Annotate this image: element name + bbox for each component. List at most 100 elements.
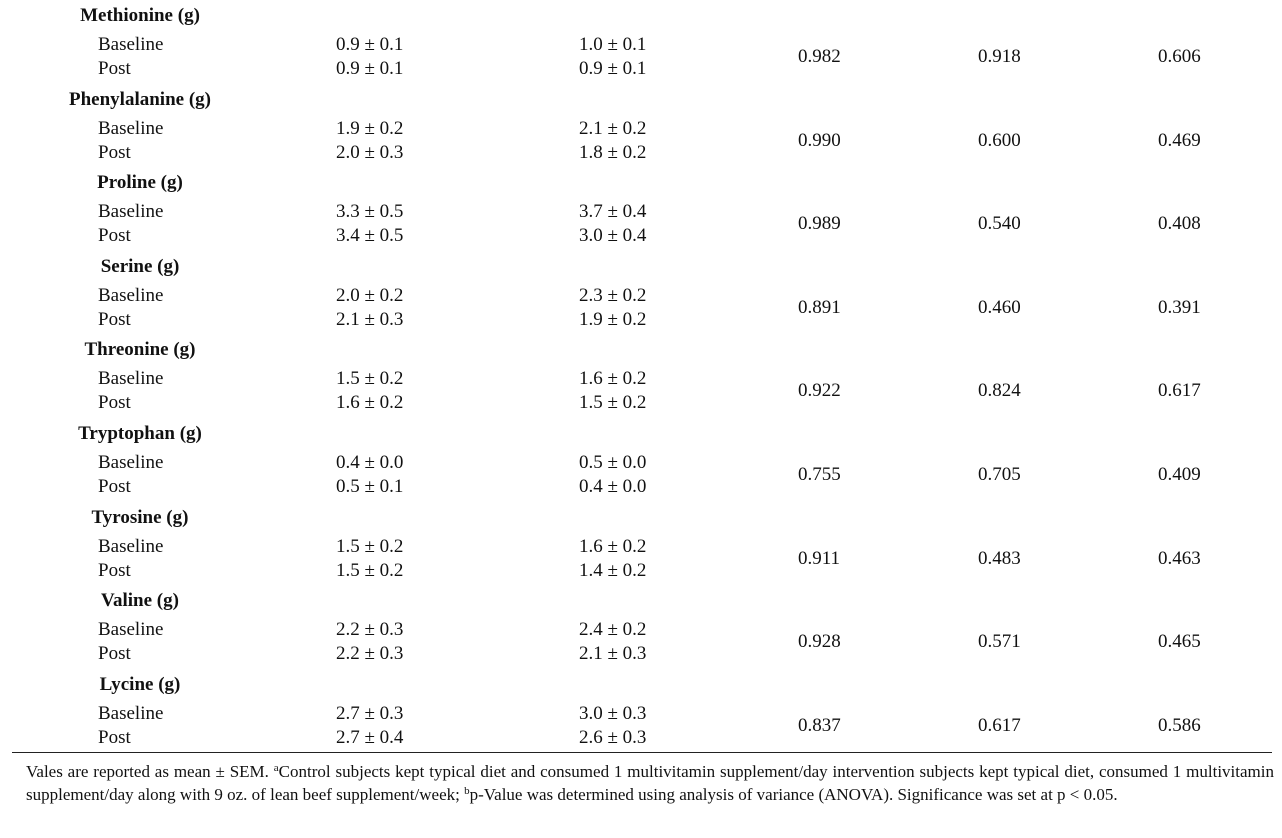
baseline-label: Baseline [98, 536, 164, 557]
control-baseline-value: 2.0 ± 0.2 [336, 285, 404, 306]
post-label: Post [98, 58, 131, 79]
p-value-1: 0.922 [798, 380, 841, 401]
intervention-baseline-value: 0.5 ± 0.0 [579, 452, 647, 473]
baseline-label: Baseline [98, 619, 164, 640]
control-baseline-value: 0.4 ± 0.0 [336, 452, 404, 473]
post-label: Post [98, 643, 131, 664]
p-value-1: 0.837 [798, 715, 841, 736]
intervention-baseline-value: 1.6 ± 0.2 [579, 536, 647, 557]
intervention-post-value: 0.9 ± 0.1 [579, 58, 647, 79]
amino-acid-name: Tyrosine (g) [91, 507, 189, 528]
baseline-label: Baseline [98, 34, 164, 55]
intervention-post-value: 1.8 ± 0.2 [579, 142, 647, 163]
baseline-label: Baseline [98, 118, 164, 139]
p-value-1: 0.911 [798, 548, 841, 569]
baseline-label: Baseline [98, 201, 164, 222]
intervention-baseline-value: 2.4 ± 0.2 [579, 619, 647, 640]
p-value-1: 0.928 [798, 631, 841, 652]
intervention-post-value: 1.4 ± 0.2 [579, 560, 647, 581]
p-value-1: 0.990 [798, 130, 841, 151]
intervention-post-value: 2.6 ± 0.3 [579, 727, 647, 748]
intervention-post-value: 3.0 ± 0.4 [579, 225, 647, 246]
post-label: Post [98, 727, 131, 748]
baseline-label: Baseline [98, 703, 164, 724]
p-value-3: 0.408 [1158, 213, 1201, 234]
p-value-1: 0.755 [798, 464, 841, 485]
control-baseline-value: 2.2 ± 0.3 [336, 619, 404, 640]
amino-acid-name: Tryptophan (g) [78, 423, 202, 444]
control-post-value: 2.7 ± 0.4 [336, 727, 404, 748]
table-row-group: Threonine (g) Baseline Post 1.5 ± 0.2 1.6 ± … [0, 339, 1282, 424]
p-value-2: 0.460 [978, 297, 1021, 318]
intervention-baseline-value: 3.7 ± 0.4 [579, 201, 647, 222]
control-post-value: 2.2 ± 0.3 [336, 643, 404, 664]
table-bottom-rule [12, 752, 1272, 753]
control-post-value: 2.1 ± 0.3 [336, 309, 404, 330]
table-row-group: Tyrosine (g) Baseline Post 1.5 ± 0.2 1.5 ± 0… [0, 507, 1282, 592]
footnote-text-2: Control subjects kept typical diet and c… [26, 762, 1274, 804]
p-value-2: 0.918 [978, 46, 1021, 67]
p-value-3: 0.409 [1158, 464, 1201, 485]
p-value-2: 0.705 [978, 464, 1021, 485]
amino-acid-name: Methionine (g) [80, 5, 200, 26]
amino-acid-name: Valine (g) [101, 590, 179, 611]
post-label: Post [98, 309, 131, 330]
control-post-value: 2.0 ± 0.3 [336, 142, 404, 163]
table-row-group: Lycine (g) Baseline Post 2.7 ± 0.3 2.7 ± 0.4… [0, 674, 1282, 759]
control-baseline-value: 3.3 ± 0.5 [336, 201, 404, 222]
footnote-text-1: Vales are reported as mean ± SEM. [26, 762, 274, 781]
baseline-label: Baseline [98, 368, 164, 389]
post-label: Post [98, 392, 131, 413]
amino-acid-name: Serine (g) [100, 256, 180, 277]
intervention-post-value: 0.4 ± 0.0 [579, 476, 647, 497]
control-baseline-value: 1.5 ± 0.2 [336, 368, 404, 389]
table-row-group: Proline (g) Baseline Post 3.3 ± 0.5 3.4 ± 0.… [0, 172, 1282, 257]
amino-acid-name: Phenylalanine (g) [69, 89, 211, 110]
p-value-3: 0.586 [1158, 715, 1201, 736]
footnote-text-3: p-Value was determined using analysis of… [469, 785, 1118, 804]
intervention-post-value: 1.9 ± 0.2 [579, 309, 647, 330]
p-value-1: 0.891 [798, 297, 841, 318]
intervention-post-value: 2.1 ± 0.3 [579, 643, 647, 664]
amino-acid-name: Lycine (g) [99, 674, 181, 695]
table-row-group: Serine (g) Baseline Post 2.0 ± 0.2 2.1 ± 0.3… [0, 256, 1282, 341]
p-value-3: 0.469 [1158, 130, 1201, 151]
intervention-baseline-value: 2.1 ± 0.2 [579, 118, 647, 139]
p-value-1: 0.989 [798, 213, 841, 234]
control-post-value: 0.9 ± 0.1 [336, 58, 404, 79]
intervention-post-value: 1.5 ± 0.2 [579, 392, 647, 413]
control-baseline-value: 0.9 ± 0.1 [336, 34, 404, 55]
table-footnote: Vales are reported as mean ± SEM. aContr… [26, 760, 1274, 806]
control-post-value: 3.4 ± 0.5 [336, 225, 404, 246]
intervention-baseline-value: 3.0 ± 0.3 [579, 703, 647, 724]
control-baseline-value: 1.9 ± 0.2 [336, 118, 404, 139]
control-post-value: 0.5 ± 0.1 [336, 476, 404, 497]
table-row-group: Methionine (g) Baseline Post 0.9 ± 0.1 0.9 ±… [0, 5, 1282, 90]
p-value-3: 0.617 [1158, 380, 1201, 401]
control-baseline-value: 2.7 ± 0.3 [336, 703, 404, 724]
p-value-2: 0.600 [978, 130, 1021, 151]
footnote-superscript-a: a [273, 762, 279, 774]
p-value-1: 0.982 [798, 46, 841, 67]
p-value-2: 0.617 [978, 715, 1021, 736]
post-label: Post [98, 142, 131, 163]
intervention-baseline-value: 1.0 ± 0.1 [579, 34, 647, 55]
post-label: Post [98, 225, 131, 246]
p-value-2: 0.483 [978, 548, 1021, 569]
control-post-value: 1.5 ± 0.2 [336, 560, 404, 581]
post-label: Post [98, 476, 131, 497]
p-value-3: 0.606 [1158, 46, 1201, 67]
p-value-3: 0.465 [1158, 631, 1201, 652]
post-label: Post [98, 560, 131, 581]
p-value-2: 0.571 [978, 631, 1021, 652]
control-post-value: 1.6 ± 0.2 [336, 392, 404, 413]
footnote-superscript-b: b [464, 785, 470, 797]
table-row-group: Tryptophan (g) Baseline Post 0.4 ± 0.0 0.5 ±… [0, 423, 1282, 508]
baseline-label: Baseline [98, 285, 164, 306]
p-value-3: 0.463 [1158, 548, 1201, 569]
amino-acid-name: Proline (g) [97, 172, 183, 193]
table-row-group: Phenylalanine (g) Baseline Post 1.9 ± 0.2 2.… [0, 89, 1282, 174]
control-baseline-value: 1.5 ± 0.2 [336, 536, 404, 557]
amino-acid-name: Threonine (g) [84, 339, 196, 360]
p-value-2: 0.540 [978, 213, 1021, 234]
